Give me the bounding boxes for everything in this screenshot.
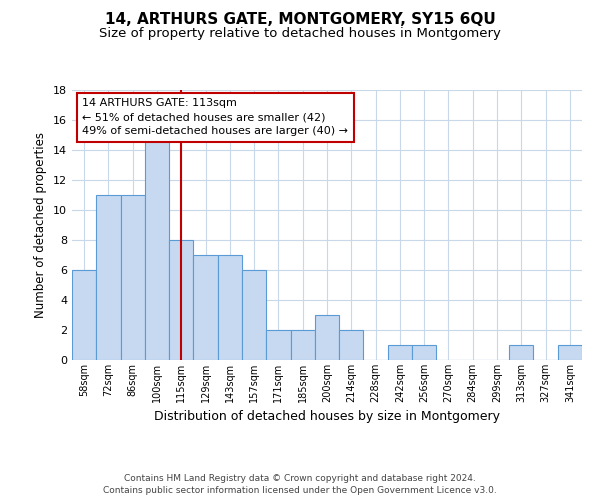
Text: Size of property relative to detached houses in Montgomery: Size of property relative to detached ho… <box>99 28 501 40</box>
Bar <box>96 195 121 360</box>
Bar <box>339 330 364 360</box>
Text: 14 ARTHURS GATE: 113sqm
← 51% of detached houses are smaller (42)
49% of semi-de: 14 ARTHURS GATE: 113sqm ← 51% of detache… <box>82 98 348 136</box>
Bar <box>218 255 242 360</box>
Bar <box>145 135 169 360</box>
Y-axis label: Number of detached properties: Number of detached properties <box>34 132 47 318</box>
X-axis label: Distribution of detached houses by size in Montgomery: Distribution of detached houses by size … <box>154 410 500 424</box>
Bar <box>121 195 145 360</box>
Bar <box>509 345 533 360</box>
Bar <box>558 345 582 360</box>
Bar <box>193 255 218 360</box>
Text: 14, ARTHURS GATE, MONTGOMERY, SY15 6QU: 14, ARTHURS GATE, MONTGOMERY, SY15 6QU <box>104 12 496 28</box>
Bar <box>169 240 193 360</box>
Bar <box>388 345 412 360</box>
Bar <box>290 330 315 360</box>
Bar <box>72 270 96 360</box>
Bar <box>266 330 290 360</box>
Bar <box>242 270 266 360</box>
Bar <box>315 315 339 360</box>
Bar <box>412 345 436 360</box>
Text: Contains HM Land Registry data © Crown copyright and database right 2024.
Contai: Contains HM Land Registry data © Crown c… <box>103 474 497 495</box>
